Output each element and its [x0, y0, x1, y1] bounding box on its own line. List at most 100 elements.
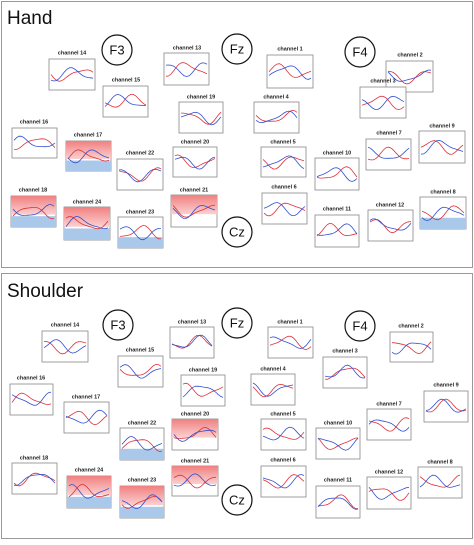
blue-trace: [119, 364, 162, 379]
channel-plot: [423, 390, 469, 423]
red-shading: [67, 476, 111, 496]
electrode-label: Fz: [230, 41, 244, 56]
electrode-circle: [344, 36, 376, 68]
channel-label: channel 9: [429, 123, 454, 129]
blue-trace: [420, 139, 464, 155]
blue-trace: [262, 426, 305, 441]
electrode-label: Cz: [229, 224, 245, 239]
blue-shading: [120, 506, 164, 518]
channel-plot: [389, 331, 434, 363]
blue-trace: [67, 149, 110, 164]
blue-trace: [262, 155, 305, 170]
red-trace: [104, 94, 147, 108]
channel-label: channel 21: [181, 458, 209, 464]
blue-trace: [121, 494, 163, 510]
red-trace: [13, 472, 56, 487]
channel-label: channel 20: [181, 411, 209, 417]
blue-trace: [43, 339, 87, 354]
red-trace: [173, 426, 217, 439]
channel-plot: [365, 138, 412, 171]
channel-label: channel 3: [332, 348, 357, 354]
channel-label: channel 21: [180, 187, 208, 193]
blue-trace: [263, 202, 306, 217]
red-trace: [50, 69, 94, 82]
electrode-circle: [102, 309, 134, 341]
blue-trace: [173, 473, 217, 487]
channel-label: channel 10: [324, 420, 352, 426]
electrode-circle: [221, 33, 253, 65]
blue-trace: [65, 215, 109, 230]
channel-label: channel 20: [181, 139, 209, 145]
channel-label: channel 7: [376, 401, 401, 407]
blue-trace: [316, 223, 358, 236]
blue-trace: [104, 93, 147, 107]
channel-label: channel 9: [433, 382, 458, 388]
red-trace: [173, 474, 217, 489]
channel-label: channel 6: [271, 184, 296, 190]
channel-label: channel 13: [178, 319, 206, 325]
red-trace: [367, 146, 410, 161]
red-trace: [268, 63, 312, 78]
channel-label: channel 16: [20, 119, 48, 125]
blue-trace: [13, 135, 56, 148]
channel-label: channel 7: [376, 130, 401, 136]
channel-label: channel 22: [128, 420, 156, 426]
blue-trace: [13, 473, 56, 486]
channel-plot: [315, 485, 361, 519]
channel-plot: [267, 326, 314, 359]
channel-label: channel 11: [323, 206, 351, 212]
channel-label: channel 14: [51, 322, 80, 328]
red-trace: [263, 202, 306, 217]
channel-label: channel 3: [370, 78, 395, 84]
channel-label: channel 22: [126, 150, 154, 156]
channel-label: channel 14: [58, 50, 87, 56]
red-trace: [368, 488, 410, 501]
red-trace: [67, 149, 110, 162]
blue-shading: [66, 160, 111, 171]
blue-trace: [317, 497, 359, 510]
channel-label: channel 24: [73, 199, 102, 205]
electrode-circle: [221, 307, 253, 339]
channel-plot: [163, 52, 210, 86]
electrode-circle: [101, 34, 133, 66]
red-shading: [11, 196, 56, 215]
blue-trace: [324, 364, 366, 379]
electrode-label: F3: [109, 42, 124, 57]
channel-plot: [178, 101, 224, 134]
channel-label: channel 16: [17, 375, 45, 381]
blue-trace: [180, 111, 222, 126]
red-trace: [121, 495, 163, 509]
blue-trace: [118, 168, 162, 183]
red-shading: [64, 207, 110, 227]
blue-trace: [11, 391, 52, 406]
red-trace: [262, 156, 305, 170]
blue-trace: [369, 218, 412, 231]
channel-label: channel 5: [270, 411, 295, 417]
blue-trace: [368, 419, 410, 432]
electrode-label: Cz: [229, 492, 245, 507]
channel-label: channel 18: [20, 455, 48, 461]
channel-label: channel 17: [72, 394, 100, 400]
channel-plot: [367, 209, 414, 242]
red-trace: [121, 439, 163, 452]
blue-trace: [368, 487, 410, 500]
red-trace: [317, 494, 359, 509]
blue-trace: [68, 484, 110, 499]
channel-plot: [366, 476, 412, 510]
blue-shading: [120, 448, 164, 460]
channel-label: channel 13: [173, 45, 201, 51]
electrode-label: F3: [110, 317, 125, 332]
blue-trace: [262, 474, 305, 489]
red-trace: [12, 206, 55, 220]
blue-trace: [268, 65, 312, 80]
channel-plot: [322, 356, 368, 389]
electrode-label: Fz: [230, 315, 244, 330]
red-shading: [171, 195, 217, 215]
channel-label: channel 8: [430, 189, 455, 195]
channel-label: channel 23: [128, 477, 156, 483]
blue-trace: [367, 146, 410, 159]
blue-trace: [182, 385, 224, 398]
channel-plot: [11, 127, 58, 159]
red-shading: [172, 466, 218, 484]
